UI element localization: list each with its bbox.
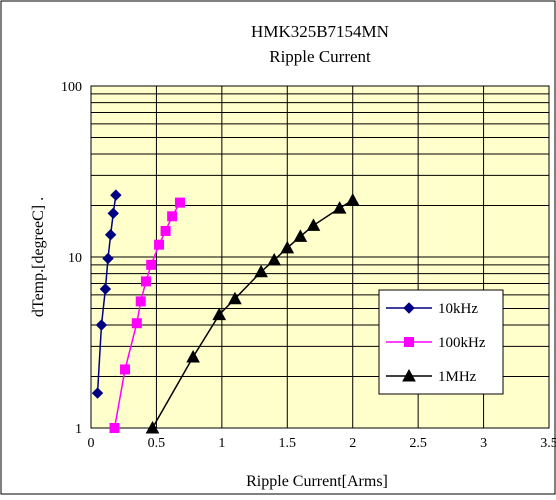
x-tick-label: 0	[88, 436, 95, 451]
data-point	[107, 207, 119, 220]
data-point	[306, 218, 321, 231]
y-tick-label: 1	[75, 422, 82, 437]
legend-items: 10kHz 100kHz 1MHz	[386, 301, 486, 385]
x-tick-label: 3.5	[540, 436, 556, 451]
data-point	[99, 283, 112, 295]
data-point	[160, 225, 171, 236]
data-point	[228, 291, 242, 305]
x-tick-label: 3	[480, 436, 487, 451]
legend-label: 1MHz	[438, 369, 477, 385]
data-point	[332, 201, 347, 214]
data-point	[267, 252, 282, 266]
data-point	[91, 387, 104, 399]
data-point	[120, 364, 131, 375]
legend-marker	[402, 368, 416, 382]
data-point	[146, 259, 157, 270]
x-tick-label: 0.5	[148, 436, 166, 451]
data-point	[104, 229, 117, 241]
legend-marker	[403, 302, 415, 314]
data-point	[280, 240, 295, 254]
data-point	[95, 319, 108, 331]
x-tick-label: 2	[349, 436, 356, 451]
chart-title: HMK325B7154MN	[251, 22, 389, 41]
data-point	[254, 264, 268, 278]
series-10khz	[91, 189, 122, 399]
data-point	[140, 276, 151, 287]
legend: 10kHz 100kHz 1MHz	[378, 289, 504, 395]
y-tick-label: 10	[68, 251, 82, 266]
x-axis-label: Ripple Current[Arms]	[246, 473, 388, 490]
data-point	[135, 296, 146, 307]
data-point	[109, 423, 120, 433]
legend-item-1mhz: 1MHz	[386, 368, 477, 385]
y-axis-label: dTemp.[degreeC] .	[30, 197, 47, 317]
chart-subtitle: Ripple Current	[269, 47, 371, 66]
data-point	[186, 349, 200, 363]
data-point	[212, 307, 227, 321]
data-point	[174, 197, 185, 208]
grid	[90, 86, 550, 429]
series-100khz	[109, 197, 185, 433]
data-point	[145, 420, 160, 434]
series-1mhz	[145, 193, 360, 434]
legend-label: 10kHz	[438, 301, 478, 317]
legend-marker	[404, 337, 414, 347]
data-point	[293, 229, 308, 242]
series	[91, 189, 360, 434]
data-point	[154, 239, 165, 250]
x-tick-label: 1.5	[279, 436, 297, 451]
data-point	[167, 211, 178, 222]
plot-border	[90, 85, 550, 429]
legend-item-10khz: 10kHz	[386, 301, 478, 317]
legend-item-100khz: 100kHz	[386, 335, 486, 351]
x-tick-label: 1	[218, 436, 225, 451]
y-tick-label: 100	[61, 80, 82, 95]
data-point	[131, 318, 142, 329]
x-tick-label: 2.5	[409, 436, 427, 451]
legend-label: 100kHz	[438, 335, 486, 351]
data-point	[110, 189, 122, 201]
series-line	[113, 202, 181, 429]
data-point	[102, 252, 114, 265]
tick-labels: 0 0.5 1 1.5 2 2.5 3 3.5 1 10 100	[61, 80, 556, 451]
data-point	[345, 193, 360, 206]
